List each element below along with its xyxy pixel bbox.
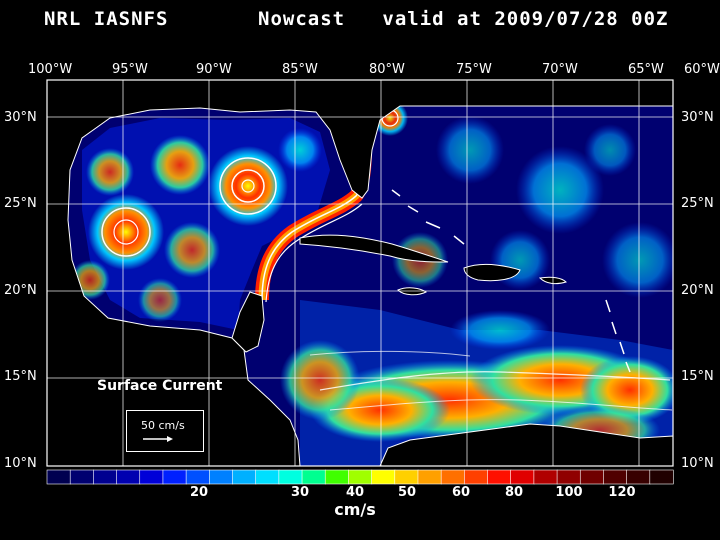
colorbar-swatch (162, 469, 187, 485)
reference-arrow-icon (143, 436, 173, 442)
colorbar-swatch (301, 469, 326, 485)
colorbar-swatch (487, 469, 512, 485)
lon-label-top: 65°W (628, 62, 664, 77)
colorbar-swatch (278, 469, 303, 485)
surface-current-label: Surface Current (97, 378, 223, 394)
colorbar-swatch (116, 469, 141, 485)
colorbar-swatch (209, 469, 234, 485)
colorbar-swatch (510, 469, 535, 485)
colorbar-swatch (556, 469, 581, 485)
lon-label-top: 75°W (456, 62, 492, 77)
colorbar-swatch (139, 469, 164, 485)
south-america-land (379, 423, 673, 466)
lon-label-top: 90°W (196, 62, 232, 77)
lat-label-right: 20°N (681, 283, 714, 298)
colorbar-swatch (603, 469, 628, 485)
colorbar-swatch (464, 469, 489, 485)
colorbar-tick-label: 60 (451, 485, 471, 500)
colorbar-swatch (626, 469, 651, 485)
reference-vector-box: 50 cm/s (126, 410, 204, 452)
colorbar-swatch (649, 469, 674, 485)
colorbar-swatch (185, 469, 210, 485)
colorbar-swatch (324, 469, 350, 485)
colorbar-swatch (440, 469, 465, 485)
lat-label-right: 30°N (681, 110, 714, 125)
lon-label-top: 85°W (282, 62, 318, 77)
colorbar-swatch (371, 469, 396, 485)
lat-lon-grid (47, 80, 673, 466)
colorbar-swatch (255, 469, 280, 485)
lat-label-right: 15°N (681, 369, 714, 384)
colorbar-swatch (69, 469, 94, 485)
hispaniola-land (463, 263, 521, 282)
lat-label-left: 15°N (4, 369, 37, 384)
colorbar-swatch (93, 469, 118, 485)
cuba-land (299, 234, 449, 263)
colorbar-swatch (533, 469, 558, 485)
lat-label-left: 30°N (4, 110, 37, 125)
colorbar-tick-label: 30 (290, 485, 310, 500)
colorbar-swatch (394, 469, 419, 485)
title-bar: NRL IASNFS Nowcast valid at 2009/07/28 0… (0, 0, 720, 40)
lon-label-top: 80°W (369, 62, 405, 77)
colorbar-unit: cm/s (334, 500, 376, 519)
colorbar-tick-label: 80 (504, 485, 524, 500)
colorbar-tick-label: 20 (189, 485, 209, 500)
title-validity: Nowcast valid at 2009/07/28 00Z (258, 8, 669, 30)
lat-label-right: 25°N (681, 196, 714, 211)
colorbar-swatch (46, 469, 71, 485)
colorbar-tick-label: 50 (397, 485, 417, 500)
yucatan-land (231, 291, 265, 353)
colorbar-tick-label: 120 (608, 485, 636, 500)
lon-label-top: 100°W (28, 62, 73, 77)
colorbar-swatch (579, 469, 605, 485)
colorbar-swatch (417, 469, 442, 485)
lat-label-left: 25°N (4, 196, 37, 211)
lon-label-top: 95°W (112, 62, 148, 77)
colorbar-swatch (232, 469, 257, 485)
lat-label-right: 10°N (681, 456, 714, 471)
north-america-land (47, 80, 673, 466)
colorbar (46, 469, 674, 485)
reference-vector-label: 50 cm/s (141, 419, 185, 432)
lat-label-left: 10°N (4, 456, 37, 471)
colorbar-tick-label: 100 (555, 485, 583, 500)
lon-label-top: 60°W (684, 62, 720, 77)
colorbar-tick-label: 40 (345, 485, 365, 500)
lat-label-left: 20°N (4, 283, 37, 298)
western-gulf-eddy (88, 194, 164, 270)
title-product: NRL IASNFS (44, 8, 169, 30)
lon-label-top: 70°W (542, 62, 578, 77)
colorbar-swatch (348, 469, 373, 485)
